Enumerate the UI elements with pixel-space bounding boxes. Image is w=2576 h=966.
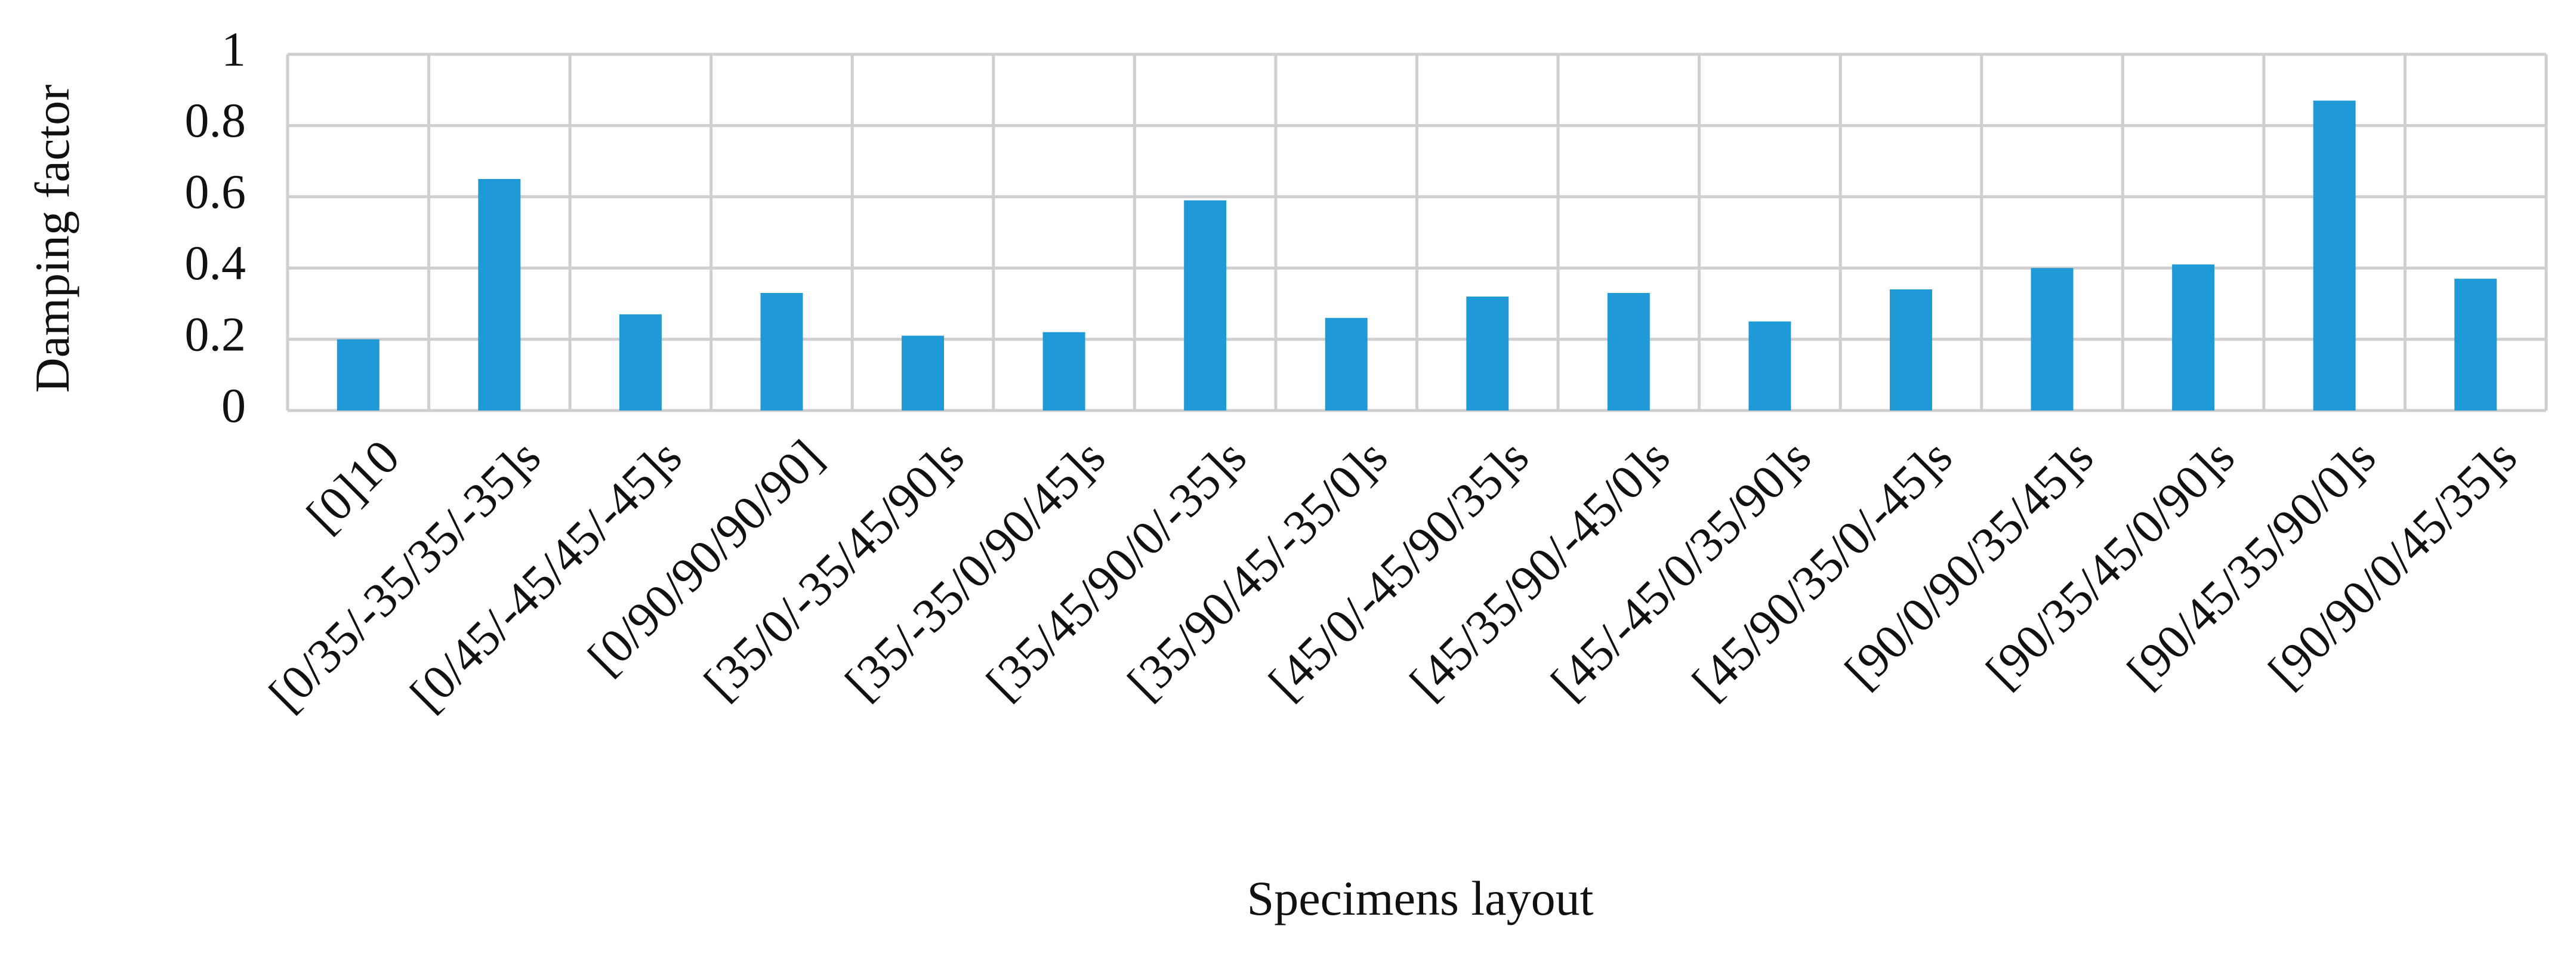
x-tick-label: [90/90/0/45/35]s <box>2258 430 2527 699</box>
x-tick-label: [35/90/45/-35/0]s <box>1117 430 1397 710</box>
x-tick-label: [45/90/35/0/-45]s <box>1682 430 1962 710</box>
y-tick-label: 0.6 <box>185 165 246 219</box>
bar <box>2313 100 2356 411</box>
bar <box>1607 292 1650 411</box>
bar <box>1748 321 1791 411</box>
x-axis-title: Specimens layout <box>1247 871 1594 925</box>
bar <box>2031 268 2074 411</box>
bar <box>902 335 945 411</box>
bar <box>1184 200 1227 411</box>
bar <box>2454 279 2497 411</box>
bar <box>1325 317 1368 411</box>
bar <box>760 292 803 411</box>
bar <box>1466 296 1509 411</box>
y-tick-label: 0.2 <box>185 307 246 361</box>
y-tick-label: 0.8 <box>185 93 246 147</box>
bar <box>478 178 521 411</box>
x-tick-label: [45/-45/0/35/90]s <box>1541 430 1821 710</box>
bar <box>619 314 662 411</box>
x-tick-label: [45/35/90/-45/0]s <box>1399 430 1680 710</box>
bar <box>337 339 380 411</box>
x-tick-label: [0]10 <box>296 430 409 543</box>
y-tick-label: 0.4 <box>185 236 246 290</box>
bar <box>1889 289 1932 411</box>
x-tick-label: [90/0/90/35/45]s <box>1834 430 2103 699</box>
x-tick-label: [35/45/90/0/-35]s <box>976 430 1256 710</box>
bar <box>1042 332 1085 411</box>
x-tick-label: [90/35/45/0/90]s <box>1976 430 2245 699</box>
y-tick-label: 0 <box>221 378 246 433</box>
y-tick-label: 1 <box>221 22 246 76</box>
x-tick-label: [90/45/35/90/0]s <box>2117 430 2386 699</box>
x-tick-label: [35/-35/0/90/45]s <box>835 430 1115 710</box>
bar <box>2172 264 2215 411</box>
x-tick-label: [35/0/-35/45/90]s <box>693 430 974 710</box>
x-tick-label: [45/0/-45/90/35]s <box>1258 430 1539 710</box>
y-axis-title: Damping factor <box>25 85 79 393</box>
